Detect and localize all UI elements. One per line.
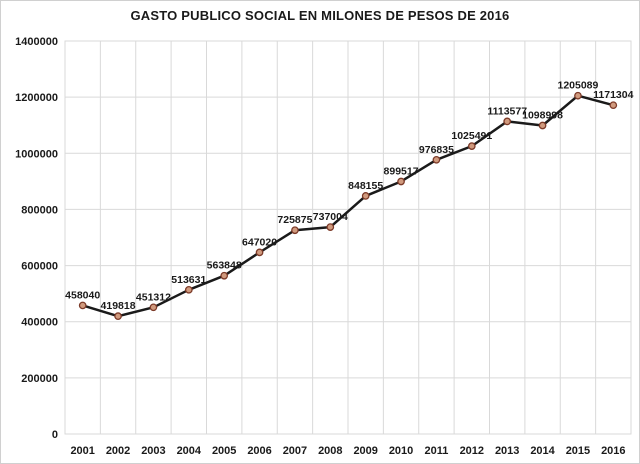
- data-point-label: 725875: [277, 214, 312, 226]
- data-point-label: 1113577: [487, 105, 527, 117]
- y-axis-tick-label: 200000: [21, 373, 58, 385]
- y-axis-tick-label: 800000: [21, 204, 58, 216]
- x-axis-tick-label: 2006: [247, 445, 271, 457]
- data-point-marker: [503, 117, 512, 126]
- x-axis-tick-label: 2002: [106, 445, 130, 457]
- series-line: [81, 94, 615, 318]
- data-point-label: 513631: [171, 274, 206, 286]
- y-axis-tick-label: 1000000: [15, 148, 58, 160]
- x-axis-tick-label: 2005: [212, 445, 236, 457]
- data-point-marker: [78, 301, 87, 310]
- data-point-label: 458040: [65, 289, 100, 301]
- chart-title: GASTO PUBLICO SOCIAL EN MILONES DE PESOS…: [130, 8, 510, 23]
- y-axis-tick-label: 1200000: [15, 92, 58, 104]
- data-point-marker: [326, 223, 335, 231]
- data-point-marker: [397, 177, 405, 186]
- x-axis-tick-label: 2014: [530, 445, 555, 457]
- data-point-label: 451312: [136, 291, 171, 303]
- plot-border: [64, 40, 632, 435]
- x-axis-tick-label: 2003: [141, 445, 165, 457]
- y-axis-tick-label: 600000: [21, 261, 58, 273]
- data-point-marker: [220, 271, 229, 280]
- x-axis-tick-label: 2012: [460, 445, 484, 457]
- data-point-marker: [609, 101, 618, 110]
- x-axis-tick-label: 2015: [566, 445, 590, 457]
- x-axis-tick-label: 2004: [177, 445, 202, 457]
- data-point-marker: [432, 155, 441, 164]
- data-point-marker: [255, 248, 264, 257]
- data-point-label: 1171304: [593, 89, 633, 101]
- data-point-marker: [361, 192, 370, 200]
- data-point-label: 1098998: [522, 109, 563, 121]
- data-point-marker: [114, 312, 122, 321]
- x-axis-tick-label: 2010: [389, 445, 413, 457]
- data-point-marker: [467, 142, 476, 150]
- y-axis-tick-label: 400000: [21, 317, 58, 329]
- data-point-label: 1025491: [451, 130, 492, 142]
- x-axis-tick-label: 2007: [283, 445, 307, 457]
- x-axis-tick-label: 2008: [318, 445, 342, 457]
- data-point-label: 419818: [101, 300, 136, 312]
- x-axis-tick-label: 2001: [70, 445, 94, 457]
- data-point-label: 563848: [207, 260, 242, 272]
- data-point-marker: [574, 91, 582, 100]
- y-axis-tick-label: 0: [52, 429, 58, 441]
- data-point-marker: [184, 285, 193, 294]
- x-axis-tick-label: 2016: [601, 445, 625, 457]
- data-point-marker: [291, 226, 299, 235]
- data-point-label: 647020: [242, 236, 277, 248]
- data-point-marker: [149, 303, 158, 312]
- x-axis-tick-label: 2011: [425, 445, 449, 457]
- data-point-label: 976835: [419, 144, 454, 156]
- y-axis-tick-label: 1400000: [15, 36, 58, 48]
- data-point-label: 1205089: [557, 80, 598, 92]
- x-axis-tick-label: 2013: [495, 445, 519, 457]
- x-axis-tick-label: 2009: [353, 445, 377, 457]
- data-point-label: 737004: [313, 211, 348, 223]
- data-point-marker: [538, 121, 547, 130]
- data-point-label: 899517: [384, 165, 419, 177]
- data-point-label: 848155: [348, 180, 383, 192]
